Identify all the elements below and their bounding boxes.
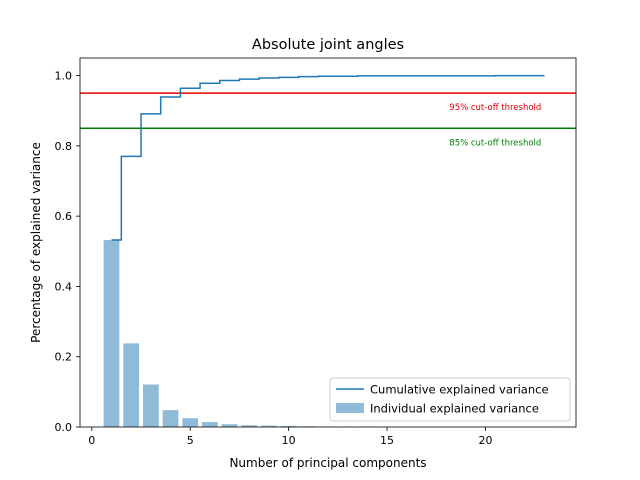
bar bbox=[182, 418, 199, 427]
x-tick-label: 10 bbox=[282, 434, 296, 447]
legend-individual-swatch bbox=[336, 403, 364, 413]
y-axis-label: Percentage of explained variance bbox=[29, 142, 43, 343]
bar bbox=[142, 384, 159, 427]
bar bbox=[202, 422, 218, 427]
plot-area: 95% cut-off threshold 85% cut-off thresho… bbox=[80, 58, 576, 427]
x-tick-label: 5 bbox=[187, 434, 194, 447]
bar bbox=[261, 425, 277, 427]
x-tick-label: 0 bbox=[88, 434, 95, 447]
axes-frame bbox=[79, 57, 577, 428]
threshold-label: 85% cut-off threshold bbox=[449, 138, 541, 148]
x-tick-label: 20 bbox=[478, 434, 492, 447]
legend-cumulative-label: Cumulative explained variance bbox=[370, 383, 549, 397]
bar bbox=[162, 410, 179, 427]
legend-individual-label: Individual explained variance bbox=[370, 402, 539, 416]
bar bbox=[103, 240, 120, 427]
y-tick-label: 0.6 bbox=[55, 210, 73, 223]
legend: Cumulative explained variance Individual… bbox=[329, 377, 571, 422]
y-tick-label: 0.0 bbox=[55, 421, 73, 434]
x-axis-label: Number of principal components bbox=[229, 456, 426, 470]
y-tick-label: 0.4 bbox=[55, 280, 73, 293]
legend-box bbox=[329, 377, 571, 422]
x-tick-label: 15 bbox=[380, 434, 394, 447]
bar bbox=[241, 425, 258, 427]
y-axis-ticks: 0.0 0.2 0.4 0.6 0.8 1.0 bbox=[55, 70, 80, 434]
y-tick-label: 0.2 bbox=[55, 351, 73, 364]
bar bbox=[123, 343, 140, 427]
axes-background bbox=[80, 58, 576, 427]
y-tick-label: 1.0 bbox=[55, 70, 73, 83]
x-axis-ticks: 0 5 10 15 20 bbox=[88, 427, 492, 447]
bar bbox=[221, 424, 238, 427]
bar bbox=[280, 425, 297, 427]
cumulative-step-line bbox=[111, 74, 545, 241]
y-tick-label: 0.8 bbox=[55, 140, 73, 153]
threshold-label: 95% cut-off threshold bbox=[449, 103, 541, 113]
chart-title: Absolute joint angles bbox=[252, 37, 404, 53]
threshold-lines: 95% cut-off threshold 85% cut-off thresho… bbox=[80, 92, 576, 148]
bar-series bbox=[103, 240, 553, 427]
